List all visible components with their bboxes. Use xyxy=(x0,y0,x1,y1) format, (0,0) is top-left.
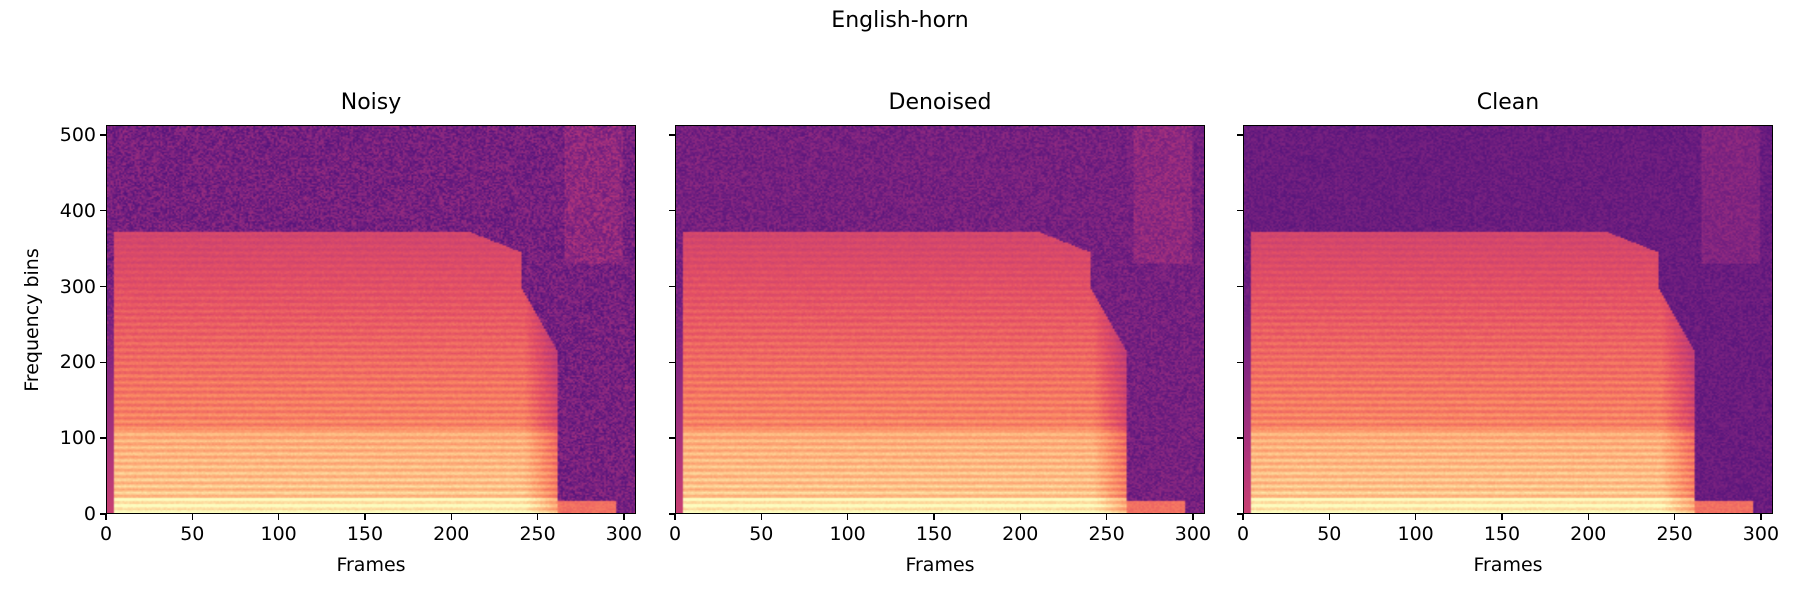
x-tick-mark xyxy=(1242,514,1244,520)
x-tick-mark xyxy=(1414,514,1417,520)
x-tick-label: 0 xyxy=(1236,523,1250,545)
x-tick-mark xyxy=(364,514,366,520)
y-tick-label: 500 xyxy=(59,123,96,146)
x-tick-label: 100 xyxy=(1397,523,1434,545)
x-tick-label: 250 xyxy=(519,523,556,545)
x-tick-label: 100 xyxy=(260,523,297,545)
x-tick-label: 300 xyxy=(1174,523,1212,545)
x-tick-mark xyxy=(846,514,849,520)
x-tick-mark xyxy=(1105,514,1108,520)
x-tick-label: 250 xyxy=(1656,523,1693,545)
y-tick-mark xyxy=(1237,437,1243,439)
y-tick-mark xyxy=(669,285,675,288)
x-tick-mark xyxy=(1760,514,1762,520)
y-tick-mark xyxy=(669,437,675,439)
y-tick-mark xyxy=(669,361,675,364)
x-tick-mark xyxy=(1673,514,1676,520)
y-tick-mark xyxy=(100,209,106,212)
y-tick-mark xyxy=(1237,361,1243,364)
y-tick-label: 0 xyxy=(83,503,96,525)
x-tick-mark xyxy=(450,514,453,520)
x-axis-label-noisy: Frames xyxy=(336,554,406,576)
y-tick-mark xyxy=(1237,209,1243,212)
x-tick-label: 250 xyxy=(1088,523,1125,545)
x-tick-label: 300 xyxy=(1742,523,1780,545)
x-tick-mark xyxy=(191,514,194,520)
x-tick-mark xyxy=(1587,514,1590,520)
x-tick-label: 0 xyxy=(668,523,682,545)
x-tick-label: 200 xyxy=(1002,523,1039,545)
spectrogram-heatmap-clean xyxy=(1244,126,1772,513)
x-tick-mark xyxy=(1019,514,1022,520)
x-tick-label: 300 xyxy=(605,523,643,545)
figure-suptitle: English-horn xyxy=(831,8,969,33)
spectrogram-heatmap-noisy xyxy=(107,126,635,513)
y-tick-mark xyxy=(100,361,106,364)
chart-title-denoised: Denoised xyxy=(888,90,992,115)
x-tick-label: 50 xyxy=(1317,523,1342,545)
x-tick-mark xyxy=(277,514,280,520)
x-tick-mark xyxy=(1328,514,1331,520)
x-tick-label: 100 xyxy=(829,523,866,545)
plot-area-denoised xyxy=(675,125,1205,514)
y-tick-mark xyxy=(100,285,106,288)
chart-title-noisy: Noisy xyxy=(340,90,402,115)
x-tick-mark xyxy=(760,514,763,520)
y-tick-mark xyxy=(669,134,675,136)
x-tick-label: 50 xyxy=(749,523,774,545)
plot-area-noisy xyxy=(106,125,636,514)
x-tick-label: 150 xyxy=(915,523,953,545)
y-tick-mark xyxy=(669,209,675,212)
y-tick-mark xyxy=(1237,285,1243,288)
x-tick-mark xyxy=(1192,514,1194,520)
y-tick-label: 200 xyxy=(59,351,96,374)
y-tick-mark xyxy=(100,134,106,136)
x-tick-label: 200 xyxy=(1570,523,1607,545)
x-tick-label: 200 xyxy=(433,523,470,545)
x-tick-mark xyxy=(933,514,935,520)
chart-title-clean: Clean xyxy=(1476,90,1540,115)
y-tick-mark xyxy=(1237,134,1243,136)
x-tick-label: 150 xyxy=(346,523,384,545)
x-tick-mark xyxy=(674,514,676,520)
x-tick-mark xyxy=(536,514,539,520)
x-tick-mark xyxy=(623,514,625,520)
plot-area-clean xyxy=(1243,125,1773,514)
x-tick-label: 150 xyxy=(1483,523,1521,545)
x-tick-label: 50 xyxy=(180,523,205,545)
y-tick-label: 100 xyxy=(59,427,96,450)
x-axis-label-clean: Frames xyxy=(1473,554,1543,576)
x-axis-label-denoised: Frames xyxy=(905,554,975,576)
y-axis-label: Frequency bins xyxy=(21,247,43,392)
y-tick-label: 400 xyxy=(59,199,96,222)
spectrogram-heatmap-denoised xyxy=(676,126,1204,513)
x-tick-mark xyxy=(1501,514,1503,520)
y-tick-mark xyxy=(669,513,675,515)
y-tick-mark xyxy=(100,437,106,439)
x-tick-mark xyxy=(105,514,107,520)
y-tick-label: 300 xyxy=(59,275,96,298)
y-tick-mark xyxy=(100,513,106,515)
y-tick-mark xyxy=(1237,513,1243,515)
x-tick-label: 0 xyxy=(99,523,113,545)
